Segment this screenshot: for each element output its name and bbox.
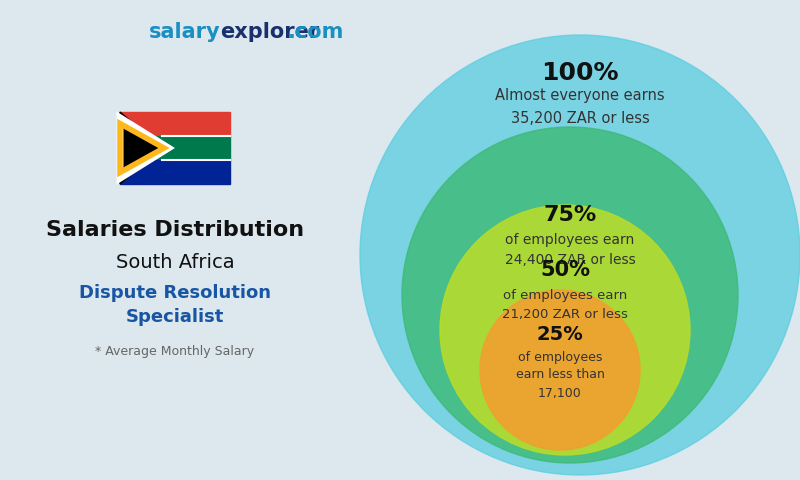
Bar — [120, 160, 230, 184]
Text: 75%: 75% — [543, 205, 597, 225]
Text: salary: salary — [148, 22, 220, 42]
Text: explorer: explorer — [220, 22, 319, 42]
Text: .com: .com — [288, 22, 344, 42]
Polygon shape — [120, 112, 162, 184]
Text: 25%: 25% — [537, 325, 583, 345]
Circle shape — [480, 290, 640, 450]
Text: 50%: 50% — [540, 260, 590, 280]
Text: of employees earn
21,200 ZAR or less: of employees earn 21,200 ZAR or less — [502, 289, 628, 321]
Circle shape — [402, 127, 738, 463]
Text: of employees earn
24,400 ZAR or less: of employees earn 24,400 ZAR or less — [505, 233, 635, 267]
Bar — [120, 112, 230, 136]
Text: Dispute Resolution
Specialist: Dispute Resolution Specialist — [79, 284, 271, 326]
Circle shape — [440, 205, 690, 455]
Text: * Average Monthly Salary: * Average Monthly Salary — [95, 346, 254, 359]
Circle shape — [360, 35, 800, 475]
Text: of employees
earn less than
17,100: of employees earn less than 17,100 — [515, 350, 605, 399]
Text: Almost everyone earns
35,200 ZAR or less: Almost everyone earns 35,200 ZAR or less — [495, 88, 665, 126]
Bar — [120, 136, 230, 160]
Text: 100%: 100% — [542, 61, 618, 85]
Text: Salaries Distribution: Salaries Distribution — [46, 220, 304, 240]
Text: South Africa: South Africa — [116, 252, 234, 272]
